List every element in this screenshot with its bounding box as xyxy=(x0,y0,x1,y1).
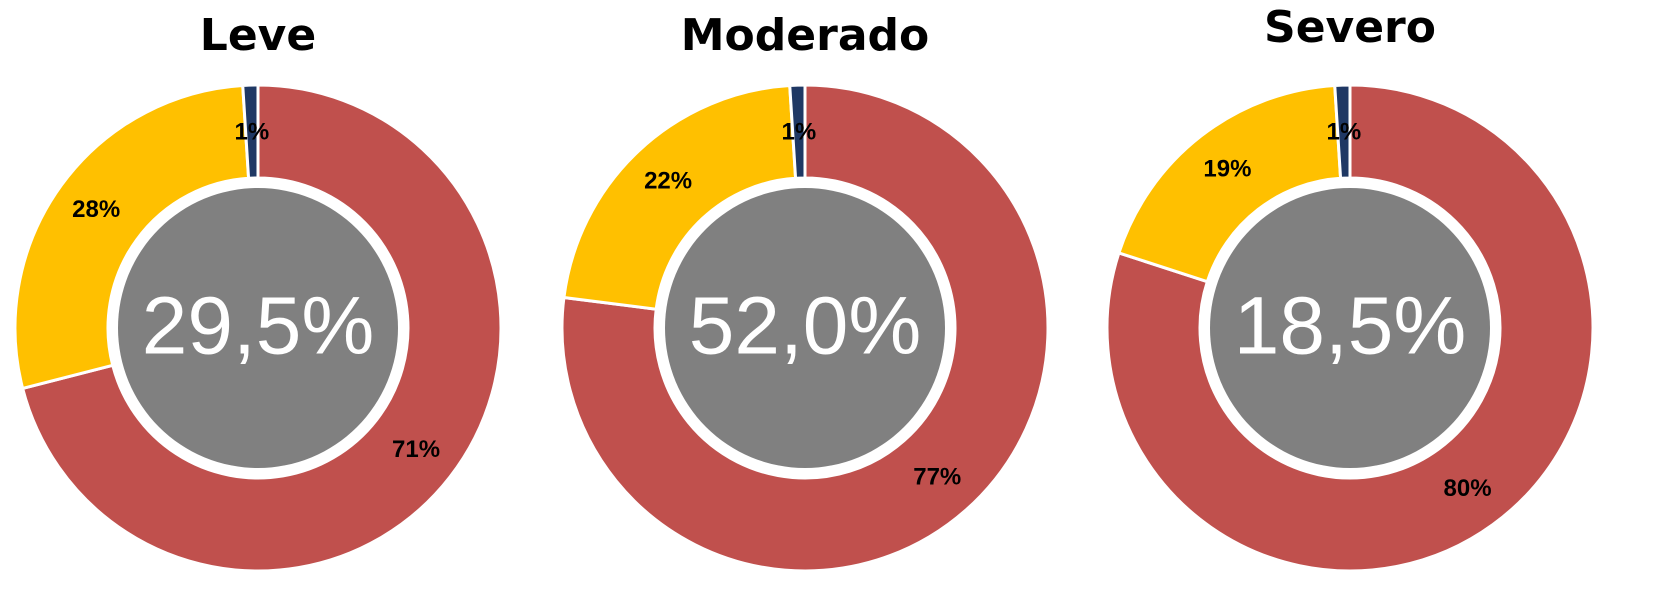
center-label: 29,5% xyxy=(142,281,375,372)
donut-segment xyxy=(562,83,798,311)
center-label: 18,5% xyxy=(1234,281,1467,372)
center-disc xyxy=(1210,188,1490,468)
chart-title: Moderado xyxy=(681,10,929,61)
donut-segment xyxy=(1333,83,1352,180)
data-label: 22% xyxy=(644,168,692,195)
data-label: 77% xyxy=(913,463,961,490)
data-label: 19% xyxy=(1203,155,1251,182)
data-label: 1% xyxy=(782,118,817,145)
donut-segment xyxy=(560,83,1050,573)
chart-title: Leve xyxy=(200,10,316,61)
chart-title: Severo xyxy=(1264,2,1436,53)
data-label: 28% xyxy=(72,196,120,223)
center-label: 52,0% xyxy=(689,281,922,372)
data-label: 1% xyxy=(235,118,270,145)
center-disc xyxy=(665,188,945,468)
donut-segment xyxy=(20,83,503,573)
donut-segment xyxy=(241,83,260,180)
donut-segment xyxy=(13,83,251,391)
data-label: 71% xyxy=(392,436,440,463)
center-disc xyxy=(118,188,398,468)
donut-segment xyxy=(1105,83,1595,573)
data-label: 80% xyxy=(1444,475,1492,502)
data-label: 1% xyxy=(1327,118,1362,145)
donut-segment xyxy=(1116,83,1343,284)
donut-segment xyxy=(788,83,807,180)
